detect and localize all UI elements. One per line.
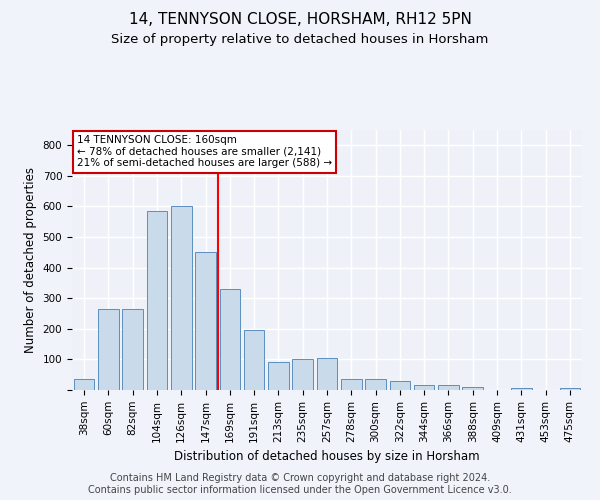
Bar — [98, 309, 119, 390]
Y-axis label: Number of detached properties: Number of detached properties — [24, 167, 37, 353]
Bar — [511, 388, 532, 390]
X-axis label: Distribution of detached houses by size in Horsham: Distribution of detached houses by size … — [174, 450, 480, 463]
Bar — [220, 289, 240, 390]
Bar — [560, 388, 580, 390]
Bar — [463, 387, 483, 390]
Bar — [146, 211, 167, 390]
Bar — [414, 385, 434, 390]
Bar — [74, 380, 94, 390]
Bar — [171, 206, 191, 390]
Bar — [438, 385, 459, 390]
Bar — [268, 362, 289, 390]
Bar — [365, 380, 386, 390]
Bar — [292, 360, 313, 390]
Text: Size of property relative to detached houses in Horsham: Size of property relative to detached ho… — [112, 32, 488, 46]
Bar — [317, 358, 337, 390]
Bar — [122, 309, 143, 390]
Text: 14, TENNYSON CLOSE, HORSHAM, RH12 5PN: 14, TENNYSON CLOSE, HORSHAM, RH12 5PN — [128, 12, 472, 28]
Bar — [389, 381, 410, 390]
Bar — [341, 380, 362, 390]
Bar — [195, 252, 216, 390]
Bar — [244, 330, 265, 390]
Text: 14 TENNYSON CLOSE: 160sqm
← 78% of detached houses are smaller (2,141)
21% of se: 14 TENNYSON CLOSE: 160sqm ← 78% of detac… — [77, 135, 332, 168]
Text: Contains HM Land Registry data © Crown copyright and database right 2024.
Contai: Contains HM Land Registry data © Crown c… — [88, 474, 512, 495]
